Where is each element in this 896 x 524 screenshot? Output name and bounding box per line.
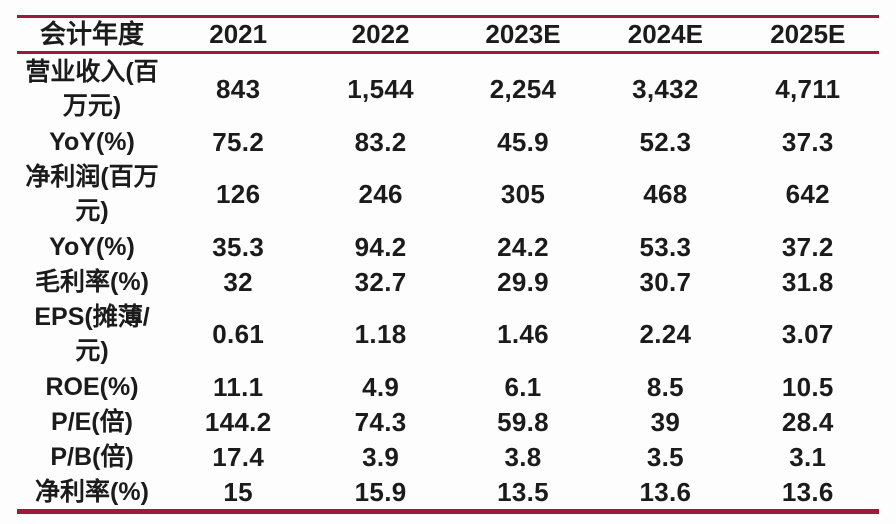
cell-value: 305 <box>500 179 546 209</box>
cell-value: 642 <box>785 179 830 209</box>
cell-value: 15 <box>223 476 253 507</box>
cell-value: 53.3 <box>639 231 692 262</box>
cell-value: 29.9 <box>497 266 549 297</box>
column-header-year: 2022 <box>351 19 410 49</box>
cell-value: 15.9 <box>354 476 407 507</box>
cell-value: 3.8 <box>504 441 542 472</box>
row-label: P/B(倍) <box>50 442 134 471</box>
row-label: 毛利率(%) <box>35 267 149 296</box>
column-header-metric: 会计年度 <box>39 19 144 49</box>
cell-value: 37.2 <box>781 231 834 262</box>
cell-value: 126 <box>216 179 261 209</box>
row-label: EPS(摊薄/ 元) <box>34 303 150 365</box>
table-row: P/E(倍) 144.2 74.3 59.8 39 28.4 <box>17 404 879 439</box>
cell-value: 83.2 <box>354 126 407 157</box>
table-row: YoY(%) 35.3 94.2 24.2 53.3 37.2 <box>17 229 879 264</box>
cell-value: 31.8 <box>781 266 834 297</box>
cell-value: 59.8 <box>497 406 549 437</box>
row-label: 净利润(百万 元) <box>25 163 159 225</box>
cell-value: 94.2 <box>354 231 407 262</box>
cell-value: 144.2 <box>204 406 272 437</box>
cell-value: 3.07 <box>781 319 834 349</box>
cell-value: 1.46 <box>497 319 549 349</box>
table-row: ROE(%) 11.1 4.9 6.1 8.5 10.5 <box>17 369 879 404</box>
table-row: 净利率(%) 15 15.9 13.5 13.6 13.6 <box>17 474 879 512</box>
cell-value: 4.9 <box>362 371 400 402</box>
table-row: P/B(倍) 17.4 3.9 3.8 3.5 3.1 <box>17 439 879 474</box>
table-row: 毛利率(%) 32 32.7 29.9 30.7 31.8 <box>17 264 879 299</box>
cell-value: 17.4 <box>212 441 265 472</box>
cell-value: 1,544 <box>347 74 414 104</box>
cell-value: 8.5 <box>646 371 684 402</box>
cell-value: 35.3 <box>212 231 265 262</box>
column-header-year: 2024E <box>627 19 703 49</box>
cell-value: 52.3 <box>639 126 692 157</box>
table-row: 营业收入(百 万元) 843 1,544 2,254 3,432 4,711 <box>17 53 879 125</box>
header-row: 会计年度 2021 2022 2023E 2024E 2025E <box>17 17 879 53</box>
column-header-year: 2021 <box>209 19 268 49</box>
cell-value: 843 <box>216 74 261 104</box>
cell-value: 32.7 <box>354 266 407 297</box>
cell-value: 10.5 <box>781 371 834 402</box>
cell-value: 3.9 <box>362 441 400 472</box>
row-label: 净利率(%) <box>35 477 149 506</box>
cell-value: 30.7 <box>639 266 692 297</box>
cell-value: 246 <box>358 179 403 209</box>
column-header-year: 2023E <box>485 19 561 49</box>
table-row: YoY(%) 75.2 83.2 45.9 52.3 37.3 <box>17 124 879 159</box>
cell-value: 45.9 <box>497 126 549 157</box>
cell-value: 75.2 <box>212 126 265 157</box>
row-label: ROE(%) <box>45 372 139 401</box>
column-header-year: 2025E <box>770 19 846 49</box>
cell-value: 2,254 <box>489 74 557 104</box>
cell-value: 24.2 <box>497 231 549 262</box>
cell-value: 1.18 <box>354 319 407 349</box>
financial-summary-table: 会计年度 2021 2022 2023E 2024E 2025E 营业收入(百 万元) 84… <box>17 15 879 514</box>
cell-value: 74.3 <box>354 406 407 437</box>
cell-value: 3,432 <box>632 74 699 104</box>
cell-value: 11.1 <box>213 371 264 402</box>
row-label: YoY(%) <box>49 232 135 261</box>
cell-value: 468 <box>643 179 688 209</box>
row-label: P/E(倍) <box>51 407 133 436</box>
cell-value: 3.5 <box>646 441 684 472</box>
row-label: 营业收入(百 万元) <box>25 58 159 120</box>
cell-value: 4,711 <box>775 74 841 104</box>
cell-value: 13.5 <box>497 476 549 507</box>
cell-value: 32 <box>223 266 253 297</box>
cell-value: 13.6 <box>639 476 692 507</box>
cell-value: 6.1 <box>504 371 542 402</box>
cell-value: 3.1 <box>789 441 827 472</box>
row-label: YoY(%) <box>49 127 135 156</box>
cell-value: 39 <box>650 406 681 437</box>
table-row: EPS(摊薄/ 元) 0.61 1.18 1.46 2.24 3.07 <box>17 299 879 369</box>
cell-value: 13.6 <box>781 476 834 507</box>
cell-value: 28.4 <box>781 406 834 437</box>
cell-value: 0.61 <box>212 319 265 349</box>
cell-value: 2.24 <box>639 319 692 349</box>
cell-value: 37.3 <box>781 126 834 157</box>
table-row: 净利润(百万 元) 126 246 305 468 642 <box>17 159 879 229</box>
